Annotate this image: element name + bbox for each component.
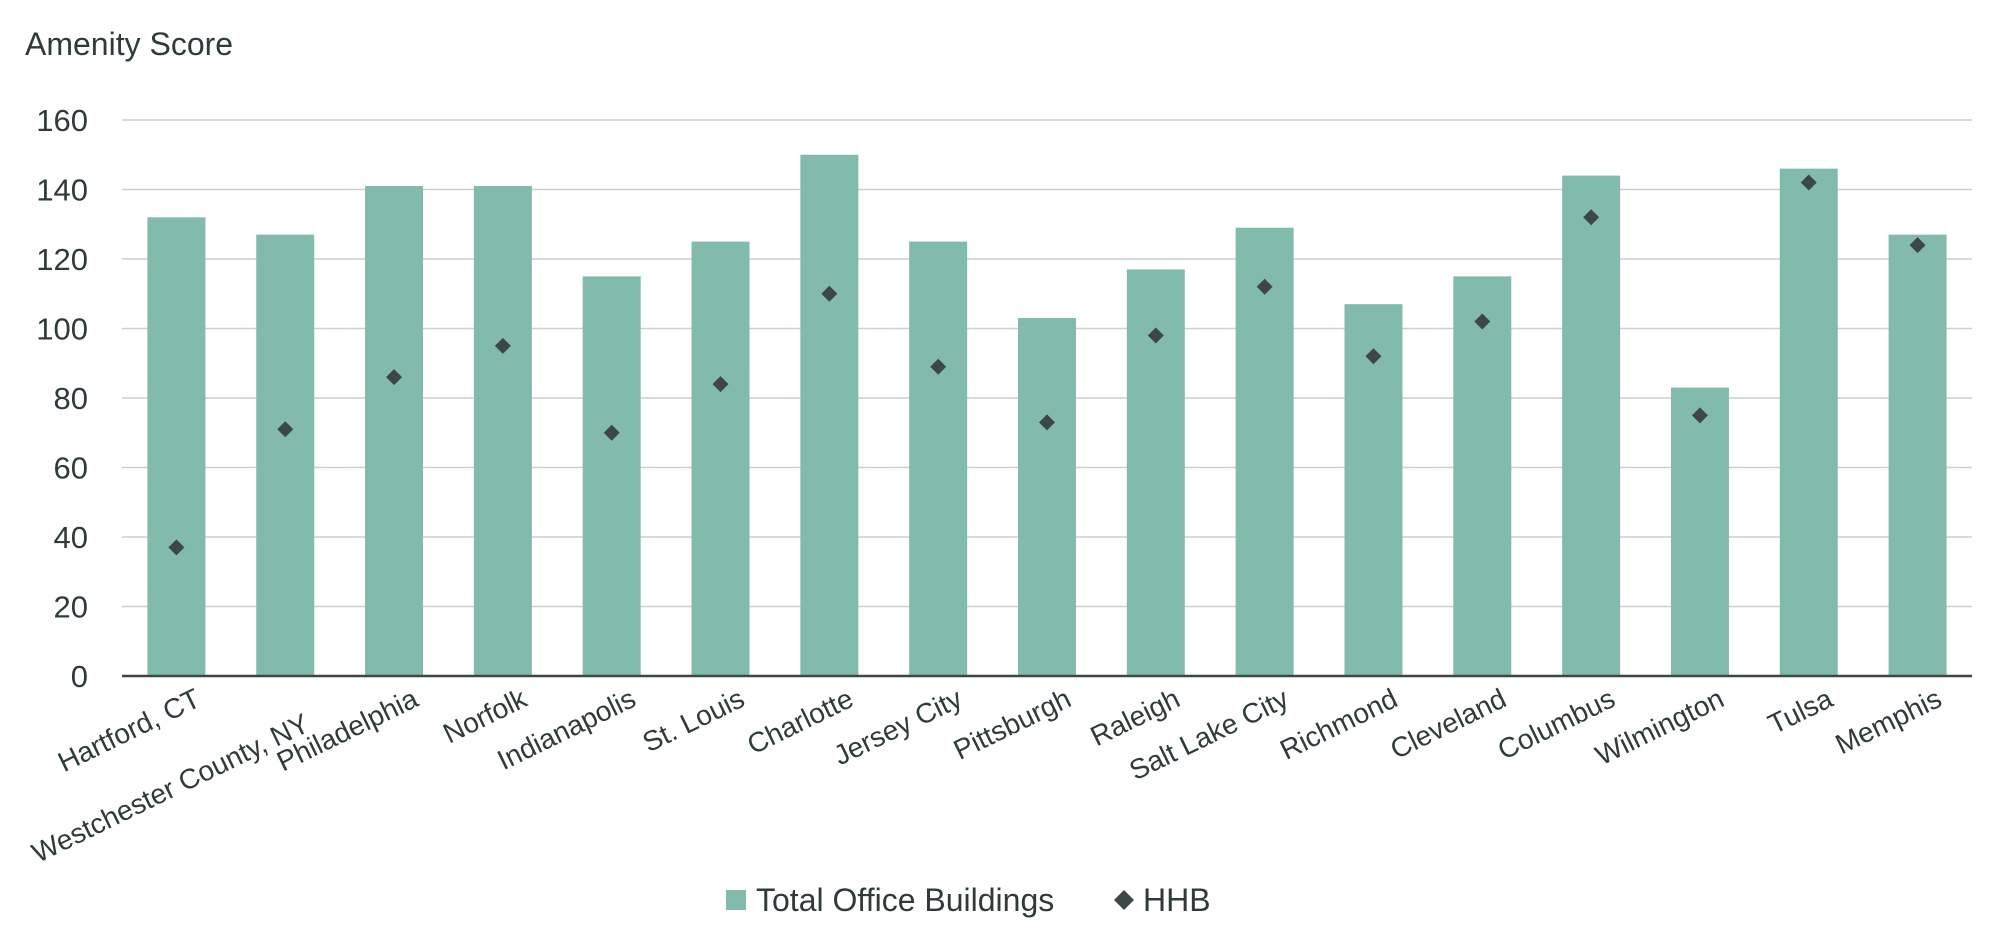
bar-richmond — [1344, 304, 1403, 676]
marker-raleigh — [1147, 327, 1164, 344]
y-tick-label: 20 — [54, 590, 88, 625]
y-tick-label: 100 — [36, 312, 88, 347]
y-tick-label: 140 — [36, 173, 88, 208]
y-tick-labels: 0 20 40 60 80 100 120 140 160 — [36, 103, 88, 694]
legend-label-hhb: HHB — [1143, 882, 1211, 918]
x-tick-label-hartford-ct: Hartford, CT — [53, 683, 205, 778]
bar-columbus — [1562, 175, 1621, 676]
marker-wilmington — [1691, 407, 1708, 424]
marker-cleveland — [1474, 313, 1491, 330]
marker-tulsa — [1800, 174, 1817, 191]
marker-salt-lake-city — [1256, 278, 1273, 295]
bar-cleveland — [1453, 276, 1512, 676]
marker-memphis — [1909, 237, 1926, 254]
bar-hartford-ct — [147, 217, 206, 677]
marker-st-louis — [712, 376, 729, 393]
x-tick-label-cleveland: Cleveland — [1385, 683, 1511, 765]
bar-jersey-city — [909, 241, 968, 676]
marker-hartford-ct — [168, 539, 185, 556]
bar-norfolk — [473, 186, 532, 676]
bar-charlotte — [800, 154, 859, 676]
bar-memphis — [1888, 234, 1947, 677]
legend-swatch-total-office-buildings — [726, 890, 746, 910]
marker-philadelphia — [386, 369, 403, 386]
legend: Total Office Buildings HHB — [726, 882, 1211, 918]
y-axis-title: Amenity Score — [25, 26, 233, 62]
marker-richmond — [1365, 348, 1382, 365]
bar-series — [147, 154, 1947, 677]
legend-marker-hhb — [1114, 890, 1134, 910]
marker-indianapolis — [603, 424, 620, 441]
y-tick-label: 80 — [54, 381, 88, 416]
marker-columbus — [1583, 209, 1600, 226]
y-tick-label: 160 — [36, 103, 88, 138]
marker-norfolk — [494, 337, 511, 354]
legend-label-total-office-buildings: Total Office Buildings — [756, 882, 1054, 918]
marker-pittsburgh — [1039, 414, 1055, 431]
bar-salt-lake-city — [1235, 227, 1294, 676]
x-tick-label-westchester-county-ny: Westchester County, NY — [27, 707, 314, 868]
marker-charlotte — [821, 285, 838, 302]
bar-st-louis — [691, 241, 750, 676]
bar-indianapolis — [582, 276, 641, 676]
x-tick-label-richmond: Richmond — [1275, 683, 1402, 766]
marker-jersey-city — [930, 358, 947, 375]
bar-pittsburgh — [1018, 318, 1076, 676]
y-tick-label: 60 — [54, 451, 88, 486]
marker-series — [168, 174, 1926, 556]
y-tick-label: 120 — [36, 242, 88, 277]
x-tick-label-st-louis: St. Louis — [638, 683, 750, 759]
marker-westchester-county-ny — [277, 421, 294, 438]
y-tick-label: 0 — [71, 659, 88, 694]
bar-tulsa — [1779, 168, 1838, 676]
bar-westchester-county-ny — [256, 234, 315, 677]
bar-philadelphia — [365, 186, 424, 676]
y-tick-label: 40 — [54, 520, 88, 555]
bar-wilmington — [1670, 387, 1729, 676]
x-tick-label-pittsburgh: Pittsburgh — [949, 683, 1076, 766]
x-tick-label-tulsa: Tulsa — [1763, 682, 1838, 740]
x-tick-label-memphis: Memphis — [1831, 683, 1947, 761]
